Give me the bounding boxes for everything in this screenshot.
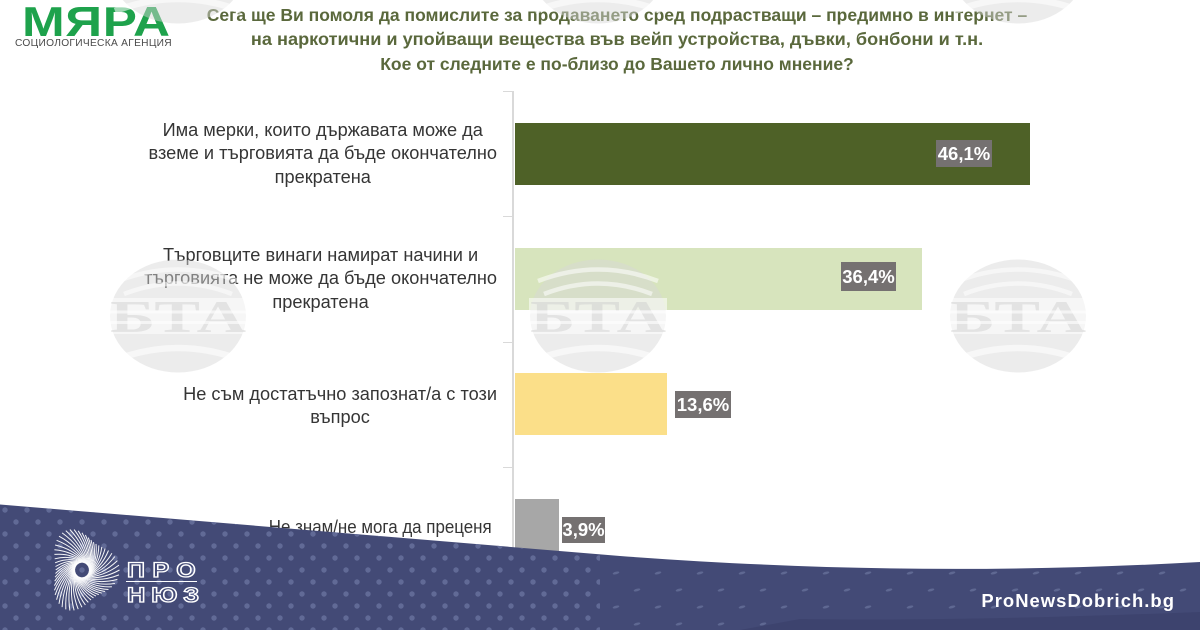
svg-text:БТА: БТА: [950, 291, 1086, 342]
svg-text:БТА: БТА: [530, 291, 666, 342]
svg-text:БТА: БТА: [110, 291, 246, 342]
